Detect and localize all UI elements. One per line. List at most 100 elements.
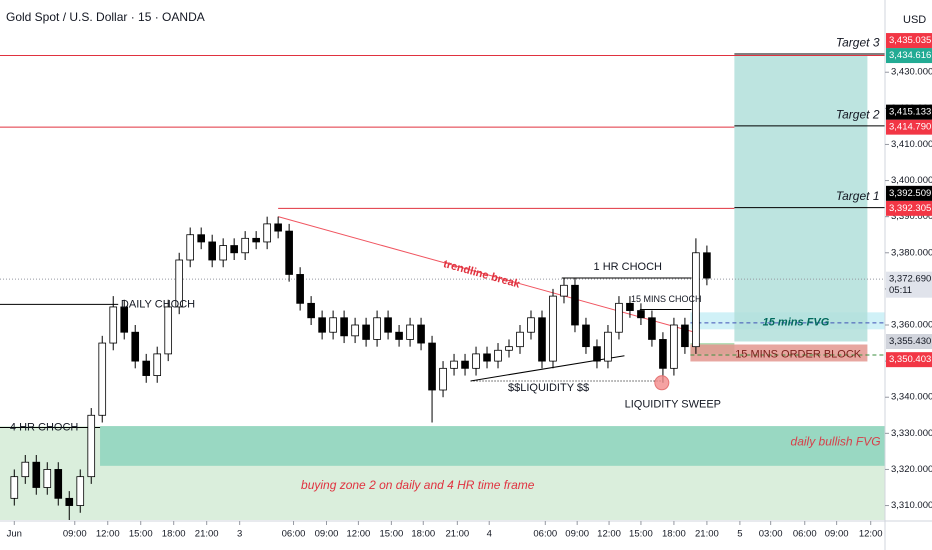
y-tick-label: 3,340.000 — [891, 392, 932, 403]
candle-body — [230, 245, 238, 254]
y-tick-label: 3,390.000 — [891, 211, 932, 222]
candle-body — [659, 339, 667, 369]
candle-body — [527, 317, 535, 333]
candle-body — [615, 302, 623, 333]
x-tick-label: 09:00 — [63, 529, 87, 540]
candle-body — [219, 245, 227, 261]
x-tick-label: 18:00 — [411, 529, 435, 540]
price-tag-label: 3,414.790 — [889, 122, 931, 133]
candle-body — [307, 302, 315, 319]
candle-body — [318, 317, 326, 333]
candle-body — [637, 310, 645, 319]
x-tick-label: Jun — [7, 529, 22, 540]
y-tick-label: 3,360.000 — [891, 320, 932, 331]
chart-title: Gold Spot / U.S. Dollar · 15 · OANDA — [6, 10, 205, 24]
y-tick-label: 3,410.000 — [891, 139, 932, 150]
candle-body — [131, 331, 140, 362]
candle-body — [483, 353, 491, 362]
zone — [100, 426, 886, 466]
x-tick-label: 21:00 — [445, 529, 469, 540]
candle-body — [450, 360, 458, 369]
candle-body — [32, 461, 41, 488]
candle-body — [329, 317, 337, 333]
price-tag-label: 3,355.430 — [889, 336, 931, 347]
candle-body — [153, 353, 162, 376]
x-tick-label: 5 — [737, 529, 742, 540]
candle-body — [362, 324, 370, 340]
candle-body — [274, 223, 282, 232]
price-tag — [886, 104, 932, 120]
price-tag — [886, 271, 932, 298]
annotation: LIQUIDITY SWEEP — [625, 398, 721, 410]
price-tag-label: 3,372.690 — [889, 274, 931, 285]
price-tag — [886, 185, 932, 201]
candle-body — [461, 360, 469, 369]
annotation: 15 MINS ORDER BLOCK — [735, 349, 862, 361]
price-tag-label: 3,392.305 — [889, 203, 931, 214]
x-tick-label: 06:00 — [533, 529, 557, 540]
annotation: DAILY CHOCH — [121, 298, 195, 310]
candle-body — [263, 223, 271, 243]
candle-body — [54, 469, 63, 499]
price-tag-label: 3,392.509 — [889, 188, 931, 199]
price-tag — [886, 352, 932, 368]
candle-body — [703, 252, 711, 279]
price-tag-label: 3,434.616 — [889, 50, 931, 61]
candle-body — [549, 295, 557, 362]
candle-body — [186, 234, 195, 261]
x-tick-label: 3 — [237, 529, 242, 540]
candle-body — [505, 346, 513, 351]
price-tag-label: 3,415.133 — [889, 107, 931, 118]
annotation: Target 2 — [836, 108, 880, 122]
x-tick-label: 21:00 — [695, 529, 719, 540]
annotation: 1 HR CHOCH — [594, 261, 663, 273]
candle-body — [351, 324, 359, 337]
candle-body — [384, 317, 392, 333]
annotation: Target 3 — [836, 36, 880, 50]
annotation-line — [278, 216, 695, 333]
y-tick-label: 3,380.000 — [891, 247, 932, 258]
candle-body — [10, 476, 19, 499]
candle-body — [571, 284, 579, 326]
candle-body — [208, 241, 216, 261]
price-tag-label: 3,435.035 — [889, 35, 931, 46]
candle-body — [648, 317, 656, 340]
price-tag — [886, 119, 932, 135]
candle-body — [582, 324, 590, 348]
y-tick-label: 3,320.000 — [891, 464, 932, 475]
x-tick-label: 12:00 — [597, 529, 621, 540]
x-tick-label: 06:00 — [793, 529, 817, 540]
candle-body — [626, 302, 634, 311]
annotation: daily bullish FVG — [791, 435, 881, 449]
candle-body — [395, 331, 403, 340]
candle-body — [164, 306, 173, 355]
candle-body — [560, 284, 568, 297]
candle-body — [197, 234, 205, 243]
zone — [734, 55, 868, 342]
zone — [690, 344, 868, 362]
x-tick-label: 12:00 — [347, 529, 371, 540]
candle-body — [516, 331, 524, 348]
candle-body — [120, 306, 129, 333]
candle-body — [109, 306, 118, 344]
candle-body — [593, 346, 601, 362]
currency[interactable]: USD — [903, 14, 926, 26]
x-tick-label: 09:00 — [825, 529, 849, 540]
annotation: Target 1 — [836, 189, 880, 203]
candle-body — [604, 331, 612, 362]
candle-body — [692, 252, 700, 348]
candle-body — [87, 414, 96, 478]
x-tick-label: 12:00 — [96, 529, 120, 540]
y-tick-label: 3,310.000 — [891, 500, 932, 511]
candle-body — [175, 259, 184, 308]
price-tag — [886, 48, 932, 64]
candle-body — [76, 476, 85, 506]
price-tag-label: 3,350.403 — [889, 354, 931, 365]
y-tick-label: 3,400.000 — [891, 175, 932, 186]
x-tick-label: 15:00 — [129, 529, 153, 540]
plot-area: Target 3 Target 2 Target 1 DAILY CHOCH 4 HR … — [0, 36, 886, 520]
candle-body — [439, 367, 447, 391]
candle-body — [494, 349, 502, 362]
annotation: buying zone 2 on daily and 4 HR time fra… — [301, 478, 535, 492]
